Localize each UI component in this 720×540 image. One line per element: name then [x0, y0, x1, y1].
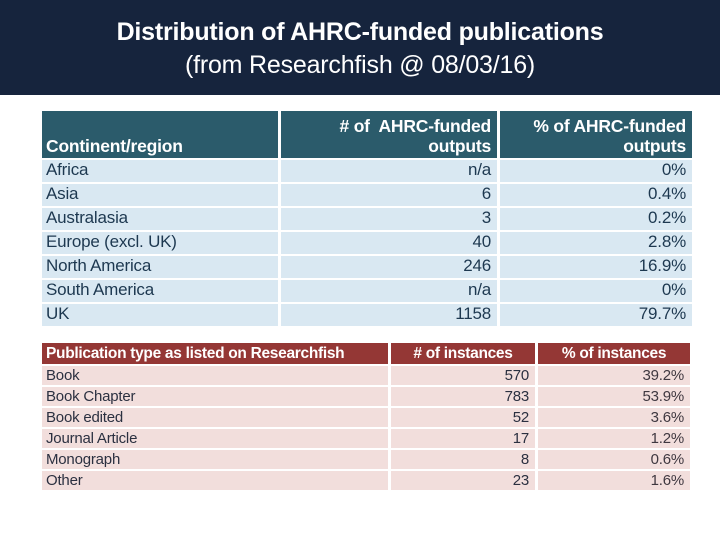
slide-title: Distribution of AHRC-funded publications — [116, 17, 604, 46]
table-header-row: Publication type as listed on Researchfi… — [42, 343, 690, 364]
header-pct-instances: % of instances — [538, 343, 690, 364]
header-num-instances: # of instances — [391, 343, 535, 364]
title-band: Distribution of AHRC-funded publications… — [0, 0, 720, 95]
region-label: Africa — [42, 160, 278, 182]
region-label: Australasia — [42, 208, 278, 230]
region-count: 246 — [281, 256, 497, 278]
publication-type-label: Other — [42, 471, 388, 490]
instance-percent: 0.6% — [538, 450, 690, 469]
instance-percent: 1.2% — [538, 429, 690, 448]
instance-count: 783 — [391, 387, 535, 406]
region-percent: 79.7% — [500, 304, 692, 326]
header-publication-type: Publication type as listed on Researchfi… — [42, 343, 388, 364]
table-header-row: Continent/region # of AHRC-funded output… — [42, 111, 692, 158]
instance-count: 570 — [391, 366, 535, 385]
region-label: Asia — [42, 184, 278, 206]
header-pct-outputs: % of AHRC-funded outputs — [500, 111, 692, 158]
table-row: Monograph 8 0.6% — [42, 450, 690, 469]
region-label: North America — [42, 256, 278, 278]
region-count: 40 — [281, 232, 497, 254]
region-count: 6 — [281, 184, 497, 206]
region-count: n/a — [281, 160, 497, 182]
table-row: South America n/a 0% — [42, 280, 692, 302]
header-num-outputs: # of AHRC-funded outputs — [281, 111, 497, 158]
region-percent: 0.2% — [500, 208, 692, 230]
table-row: Africa n/a 0% — [42, 160, 692, 182]
region-label: Europe (excl. UK) — [42, 232, 278, 254]
table-row: Europe (excl. UK) 40 2.8% — [42, 232, 692, 254]
publication-type-table: Publication type as listed on Researchfi… — [39, 341, 693, 492]
table-row: Book 570 39.2% — [42, 366, 690, 385]
table-row: UK 1158 79.7% — [42, 304, 692, 326]
publication-table-header: Publication type as listed on Researchfi… — [42, 343, 690, 364]
instance-count: 23 — [391, 471, 535, 490]
region-percent: 2.8% — [500, 232, 692, 254]
table-row: Journal Article 17 1.2% — [42, 429, 690, 448]
table-row: Book Chapter 783 53.9% — [42, 387, 690, 406]
table-row: Other 23 1.6% — [42, 471, 690, 490]
instance-count: 17 — [391, 429, 535, 448]
region-count: 3 — [281, 208, 497, 230]
publication-type-label: Book Chapter — [42, 387, 388, 406]
instance-percent: 3.6% — [538, 408, 690, 427]
publication-type-label: Journal Article — [42, 429, 388, 448]
region-count: n/a — [281, 280, 497, 302]
region-label: South America — [42, 280, 278, 302]
instance-percent: 39.2% — [538, 366, 690, 385]
instance-percent: 1.6% — [538, 471, 690, 490]
instance-count: 8 — [391, 450, 535, 469]
table-row: Book edited 52 3.6% — [42, 408, 690, 427]
region-percent: 16.9% — [500, 256, 692, 278]
region-percent: 0.4% — [500, 184, 692, 206]
instance-percent: 53.9% — [538, 387, 690, 406]
publication-type-label: Book — [42, 366, 388, 385]
region-label: UK — [42, 304, 278, 326]
region-percent: 0% — [500, 280, 692, 302]
instance-count: 52 — [391, 408, 535, 427]
header-continent-region: Continent/region — [42, 111, 278, 158]
region-count: 1158 — [281, 304, 497, 326]
slide-subtitle: (from Researchfish @ 08/03/16) — [184, 50, 536, 79]
publication-type-label: Book edited — [42, 408, 388, 427]
publication-type-label: Monograph — [42, 450, 388, 469]
continent-table-header: Continent/region # of AHRC-funded output… — [42, 111, 692, 158]
continent-table: Continent/region # of AHRC-funded output… — [39, 109, 695, 328]
table-row: North America 246 16.9% — [42, 256, 692, 278]
table-row: Asia 6 0.4% — [42, 184, 692, 206]
table-row: Australasia 3 0.2% — [42, 208, 692, 230]
region-percent: 0% — [500, 160, 692, 182]
